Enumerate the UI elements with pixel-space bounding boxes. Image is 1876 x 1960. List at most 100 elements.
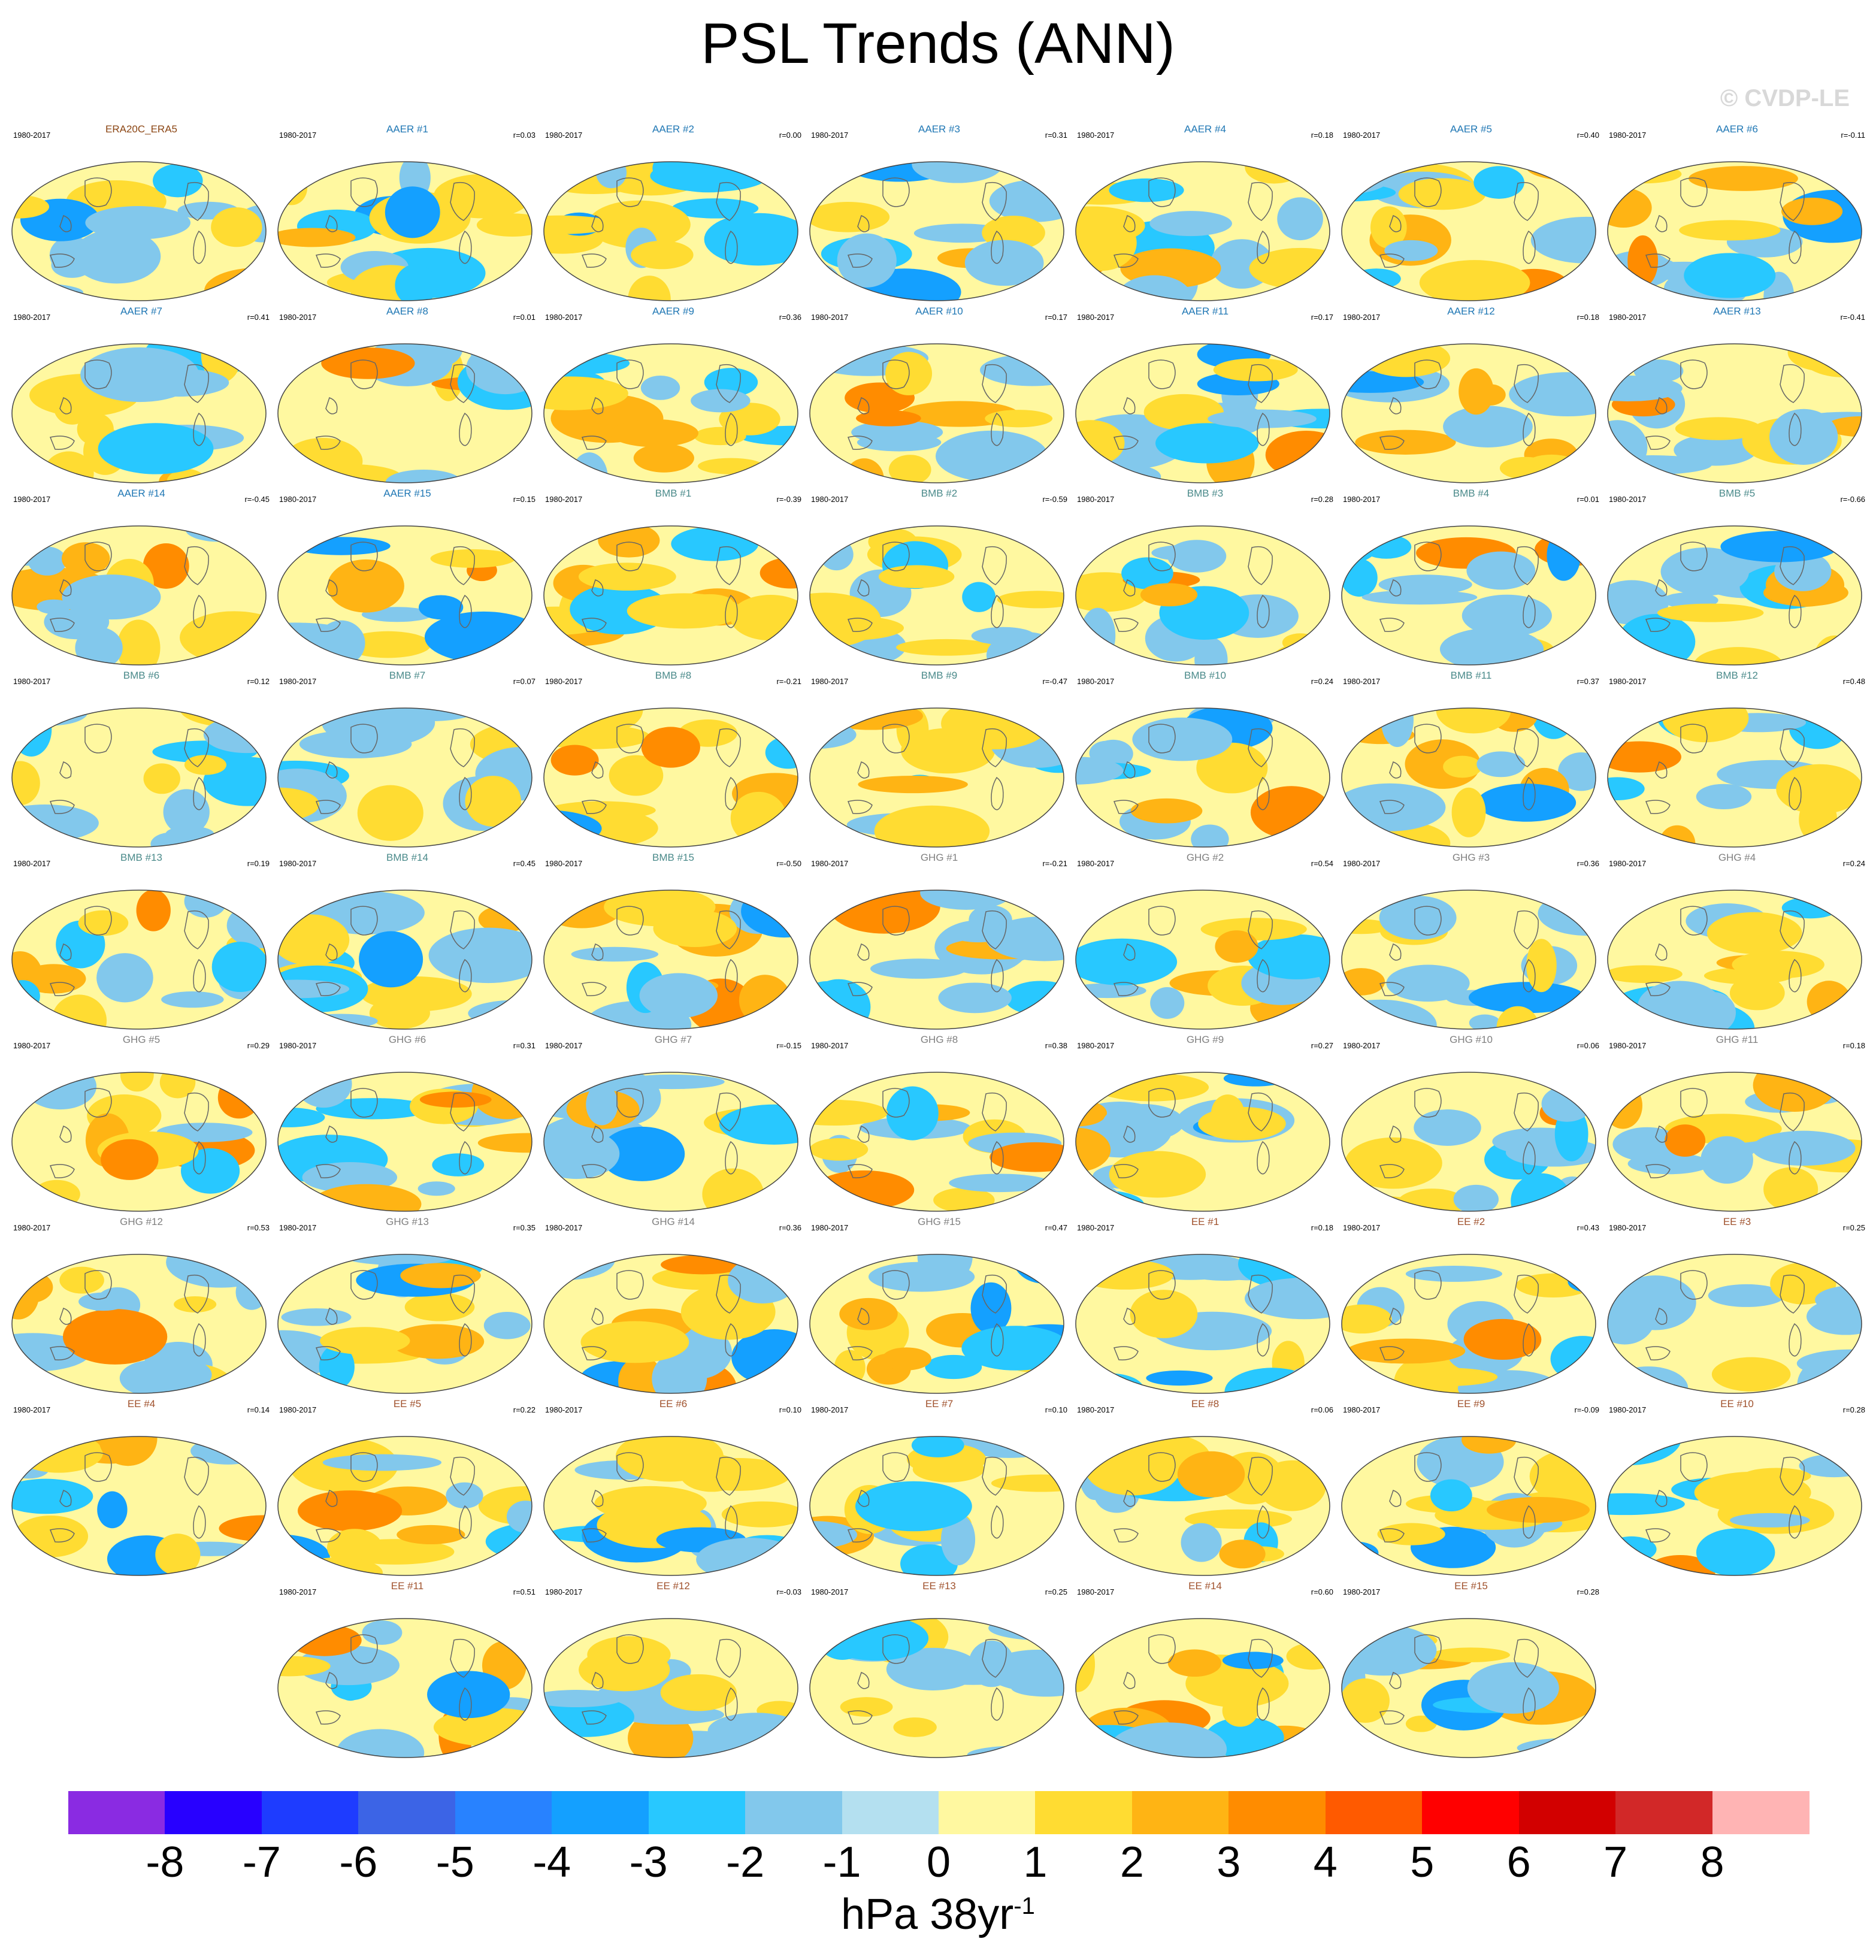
colorbar-tick-label: -8 [146, 1838, 184, 1886]
coastline [1789, 776, 1802, 810]
positive-anomaly [1345, 1137, 1442, 1189]
negative-anomaly [964, 240, 1044, 286]
map-border [277, 890, 532, 1030]
negative-anomaly [544, 890, 586, 918]
positive-anomaly [321, 347, 415, 379]
map-panel: AAER #11 1980-2017 r=0.17 [1072, 306, 1338, 488]
negative-anomaly [37, 599, 71, 615]
colorbar-tick-label: 5 [1410, 1838, 1435, 1886]
positive-anomaly [1781, 197, 1843, 225]
coastline [459, 1141, 472, 1175]
positive-anomaly [1342, 1304, 1392, 1334]
positive-anomaly [641, 727, 700, 768]
negative-anomaly [417, 1181, 455, 1196]
negative-anomaly [819, 539, 854, 571]
coastline [325, 397, 338, 415]
coastline [1414, 1634, 1442, 1664]
coastline [1680, 906, 1708, 936]
positive-anomaly [1732, 951, 1824, 979]
coastline [459, 1505, 472, 1539]
panel-period-label: 1980-2017 [279, 677, 317, 686]
coastline [1680, 1270, 1708, 1300]
panel-correlation-label: r=0.18 [1842, 1041, 1865, 1050]
coastline [1257, 1323, 1270, 1357]
negative-anomaly [704, 213, 798, 266]
map-panel: BMB #8 1980-2017 r=-0.21 [540, 670, 806, 852]
map-panel: AAER #2 1980-2017 r=0.00 [540, 123, 806, 306]
negative-anomaly [1453, 1184, 1499, 1211]
map-panel-svg [809, 161, 1064, 301]
colorbar-swatch [842, 1791, 939, 1834]
coastline [1248, 910, 1273, 949]
coastline [1113, 1528, 1139, 1542]
positive-anomaly [985, 410, 1053, 428]
negative-anomaly [1637, 981, 1723, 1029]
coastline [857, 579, 870, 597]
map-panel: AAER #4 1980-2017 r=0.18 [1072, 123, 1338, 306]
coastline [1389, 761, 1402, 779]
positive-anomaly [1430, 1647, 1510, 1663]
positive-anomaly [818, 708, 923, 730]
coastline [1780, 1092, 1805, 1132]
map-panel-svg [1607, 343, 1862, 483]
map-panel: GHG #14 1980-2017 r=0.36 [540, 1216, 806, 1398]
coastline [1123, 397, 1136, 415]
coastline [59, 397, 72, 415]
coastline [315, 1346, 341, 1360]
positive-anomaly [1286, 1643, 1330, 1670]
positive-anomaly [297, 1490, 403, 1531]
chart-title: PSL Trends (ANN) [701, 11, 1175, 75]
panel-case-label: AAER #5 [1450, 123, 1492, 135]
map-panel: AAER #9 1980-2017 r=0.36 [540, 306, 806, 488]
map-border [543, 890, 798, 1030]
units-exponent: -1 [1013, 1893, 1035, 1919]
coastline [857, 1490, 870, 1507]
coastline [982, 728, 1007, 767]
coastline [857, 1672, 870, 1689]
units-label: hPa 38yr [841, 1891, 1014, 1938]
coastline [84, 1088, 112, 1118]
panel-case-label: GHG #2 [1186, 852, 1224, 863]
positive-anomaly [878, 565, 955, 588]
positive-anomaly [1215, 930, 1258, 963]
map-panel: EE #14 1980-2017 r=0.60 [1072, 1580, 1338, 1762]
negative-anomaly [278, 1732, 299, 1753]
negative-anomaly [719, 1104, 798, 1145]
negative-anomaly [707, 1713, 798, 1749]
map-panel-svg [1075, 1436, 1330, 1576]
panel-period-label: 1980-2017 [1343, 131, 1381, 140]
map-panel: GHG #9 1980-2017 r=0.27 [1072, 1034, 1338, 1216]
positive-anomaly [404, 1293, 475, 1321]
positive-anomaly [278, 712, 302, 739]
coastline [1789, 1323, 1802, 1357]
map-border [1341, 1254, 1596, 1394]
map-panel: EE #8 1980-2017 r=0.06 [1072, 1398, 1338, 1580]
coastline [184, 546, 209, 585]
negative-anomaly [1208, 409, 1317, 428]
coastline [581, 435, 607, 450]
map-panel: BMB #1 1980-2017 r=-0.39 [540, 488, 806, 670]
negative-anomaly [75, 627, 123, 665]
negative-anomaly [1466, 551, 1536, 590]
coastline [882, 1270, 910, 1300]
panel-period-label: 1980-2017 [1077, 495, 1115, 504]
positive-anomaly [610, 419, 699, 447]
map-border [543, 161, 798, 301]
negative-anomaly [810, 462, 852, 483]
positive-anomaly [1167, 1649, 1222, 1677]
negative-anomaly [1248, 934, 1330, 979]
coastline [1389, 943, 1402, 961]
map-border [277, 161, 532, 301]
map-border [277, 1436, 532, 1576]
colorbar-swatch [1615, 1791, 1713, 1834]
map-border [809, 1072, 1064, 1212]
negative-anomaly [1181, 1523, 1222, 1562]
panel-period-label: 1980-2017 [811, 1041, 849, 1050]
positive-anomaly [1632, 1436, 1663, 1450]
coastline [1113, 1346, 1139, 1360]
coastline [350, 1634, 378, 1664]
panel-case-label: BMB #6 [123, 670, 160, 681]
map-panel-svg [11, 1072, 267, 1212]
positive-anomaly [1109, 1151, 1206, 1198]
coastline [882, 177, 910, 207]
